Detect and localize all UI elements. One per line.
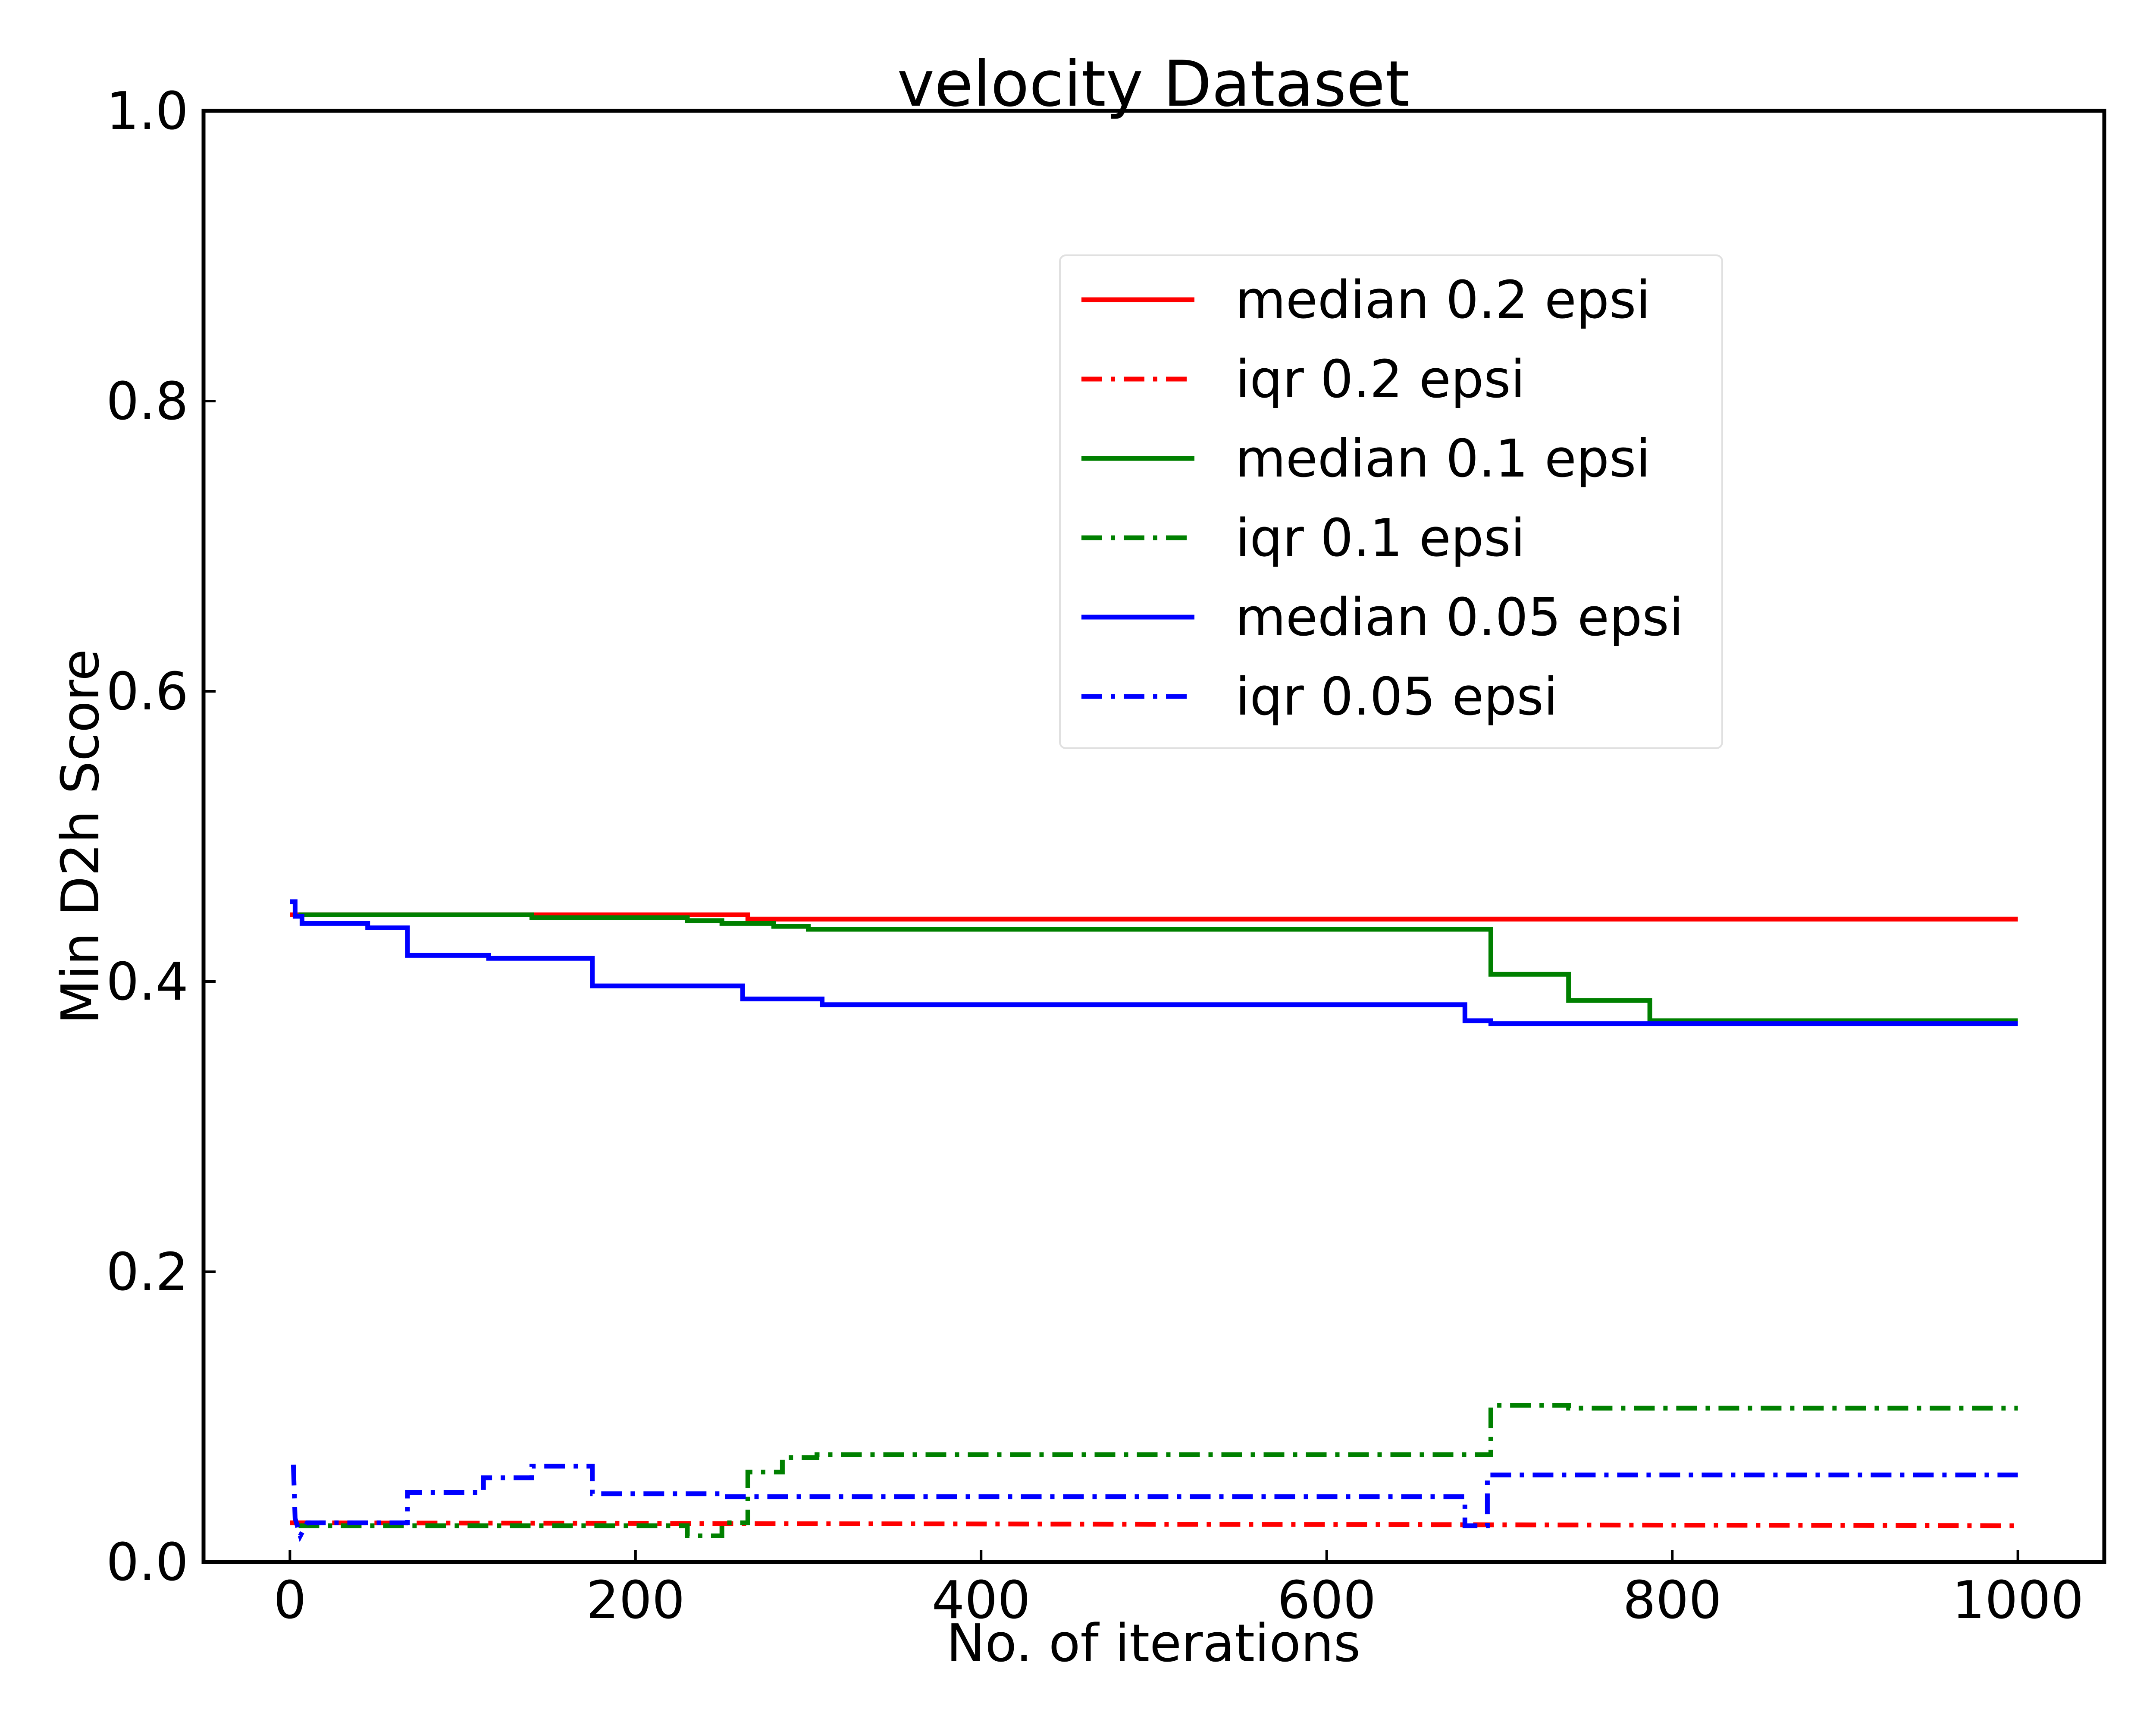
y-axis: 0.0 0.2 0.4 0.6 0.8 1.0 xyxy=(106,82,216,1593)
legend-label: iqr 0.2 epsi xyxy=(1235,350,1525,410)
legend-label: median 0.05 epsi xyxy=(1235,588,1683,648)
legend: median 0.2 epsi iqr 0.2 epsi median 0.1 ep… xyxy=(1059,254,1723,749)
legend-label: iqr 0.1 epsi xyxy=(1235,508,1525,568)
x-tick-label: 0 xyxy=(273,1571,306,1631)
y-tick-label: 1.0 xyxy=(106,82,188,141)
series-layer xyxy=(290,899,2018,1542)
legend-frame xyxy=(1059,254,1723,749)
y-axis-label: Min D2h Score xyxy=(51,649,111,1024)
plot-frame xyxy=(201,109,2106,1564)
series-line xyxy=(290,899,2018,1026)
y-tick-label: 0.2 xyxy=(106,1242,188,1302)
x-tick-label: 800 xyxy=(1623,1571,1722,1631)
y-tick-label: 0.4 xyxy=(106,952,188,1012)
series-line xyxy=(298,1403,2018,1538)
x-tick-label: 200 xyxy=(586,1571,685,1631)
legend-label: iqr 0.05 epsi xyxy=(1235,667,1558,727)
y-tick-label: 0.8 xyxy=(106,372,188,432)
chart-title: velocity Dataset xyxy=(897,47,1410,121)
series-line xyxy=(298,912,2018,1023)
series-line xyxy=(291,1464,2018,1542)
x-tick-label: 600 xyxy=(1277,1571,1376,1631)
x-axis-label: No. of iterations xyxy=(946,1614,1361,1674)
y-tick-label: 0.0 xyxy=(106,1533,188,1593)
x-tick-label: 1000 xyxy=(1952,1571,2084,1631)
legend-label: median 0.2 epsi xyxy=(1235,270,1651,330)
y-tick-label: 0.6 xyxy=(106,662,188,722)
x-tick-label: 400 xyxy=(932,1571,1031,1631)
x-axis: 0 200 400 600 800 1000 xyxy=(273,1550,2084,1631)
series-line xyxy=(290,1520,2018,1528)
legend-label: median 0.1 epsi xyxy=(1235,429,1651,489)
